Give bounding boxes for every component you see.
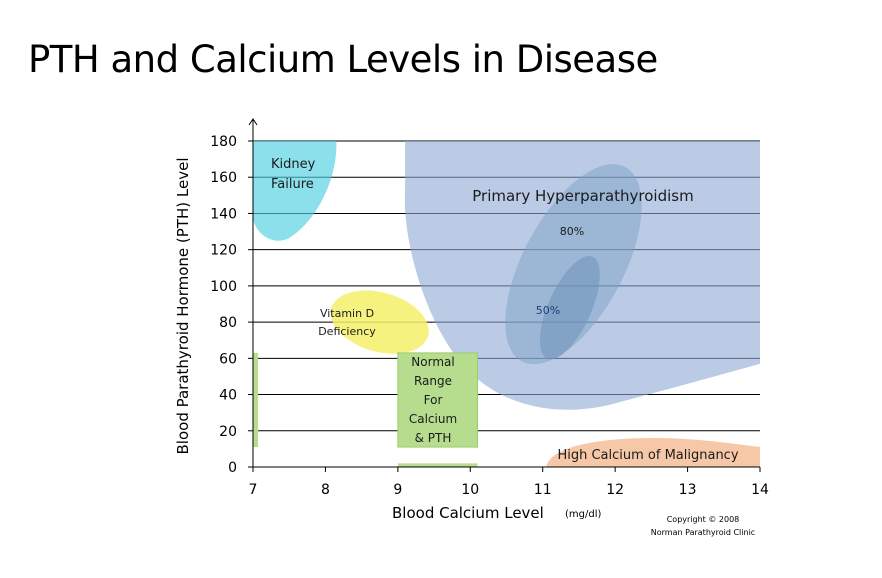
label-normal-range-for-calcium-pth-1: Normal	[411, 355, 454, 369]
label-kidney-failure-2: Failure	[271, 177, 314, 192]
label-normal-range-for-calcium-pth-5: & PTH	[415, 431, 452, 445]
x-tick-label-10: 10	[461, 482, 479, 498]
y-axis-arrow	[248, 118, 258, 126]
y-tick-label-40: 40	[219, 388, 237, 404]
label-50-1: 50%	[536, 304, 560, 317]
axis-marker-bar-1	[253, 352, 259, 448]
y-axis-title: Blood Parathyroid Hormone (PTH) Level	[174, 158, 192, 455]
y-tick-label-60: 60	[219, 351, 237, 367]
copyright-line-1: Copyright © 2008	[667, 515, 740, 524]
x-tick-label-12: 12	[606, 482, 624, 498]
region-kidney-failure	[253, 141, 337, 241]
slide-title: PTH and Calcium Levels in Disease	[28, 38, 658, 81]
label-normal-range-for-calcium-pth-2: Range	[414, 374, 452, 388]
axis-marker-bar-2	[397, 463, 478, 468]
y-tick-label-160: 160	[210, 170, 237, 186]
label-normal-range-for-calcium-pth-3: For	[424, 393, 443, 407]
label-primary-hyperparathyroidism-1: Primary Hyperparathyroidism	[472, 187, 693, 205]
x-tick-label-14: 14	[751, 482, 769, 498]
y-tick-label-120: 120	[210, 243, 237, 259]
label-high-calcium-of-malignancy-1: High Calcium of Malignancy	[557, 448, 738, 463]
region-normal-range	[397, 352, 479, 448]
label-vitamin-d-deficiency-2: Deficiency	[318, 325, 376, 338]
region-vitamin-d-deficiency	[330, 290, 429, 354]
y-tick-label-80: 80	[219, 315, 237, 331]
y-tick-label-140: 140	[210, 206, 237, 222]
y-tick-label-100: 100	[210, 279, 237, 295]
y-tick-label-0: 0	[228, 460, 237, 476]
x-axis-title: Blood Calcium Level	[392, 504, 544, 522]
x-tick-label-8: 8	[321, 482, 330, 498]
x-tick-label-11: 11	[534, 482, 552, 498]
copyright-line-2: Norman Parathyroid Clinic	[651, 528, 755, 537]
x-axis-unit: (mg/dl)	[565, 509, 601, 520]
label-normal-range-for-calcium-pth-4: Calcium	[409, 412, 457, 426]
y-tick-label-180: 180	[210, 134, 237, 150]
x-tick-label-13: 13	[679, 482, 697, 498]
x-tick-label-7: 7	[249, 482, 258, 498]
y-tick-label-20: 20	[219, 424, 237, 440]
label-vitamin-d-deficiency-1: Vitamin D	[320, 307, 374, 320]
label-80-1: 80%	[560, 225, 584, 238]
region-50-percent	[539, 255, 600, 360]
x-tick-label-9: 9	[393, 482, 402, 498]
region-high-calcium-of-malignancy	[546, 438, 760, 467]
label-kidney-failure-1: Kidney	[271, 157, 316, 172]
